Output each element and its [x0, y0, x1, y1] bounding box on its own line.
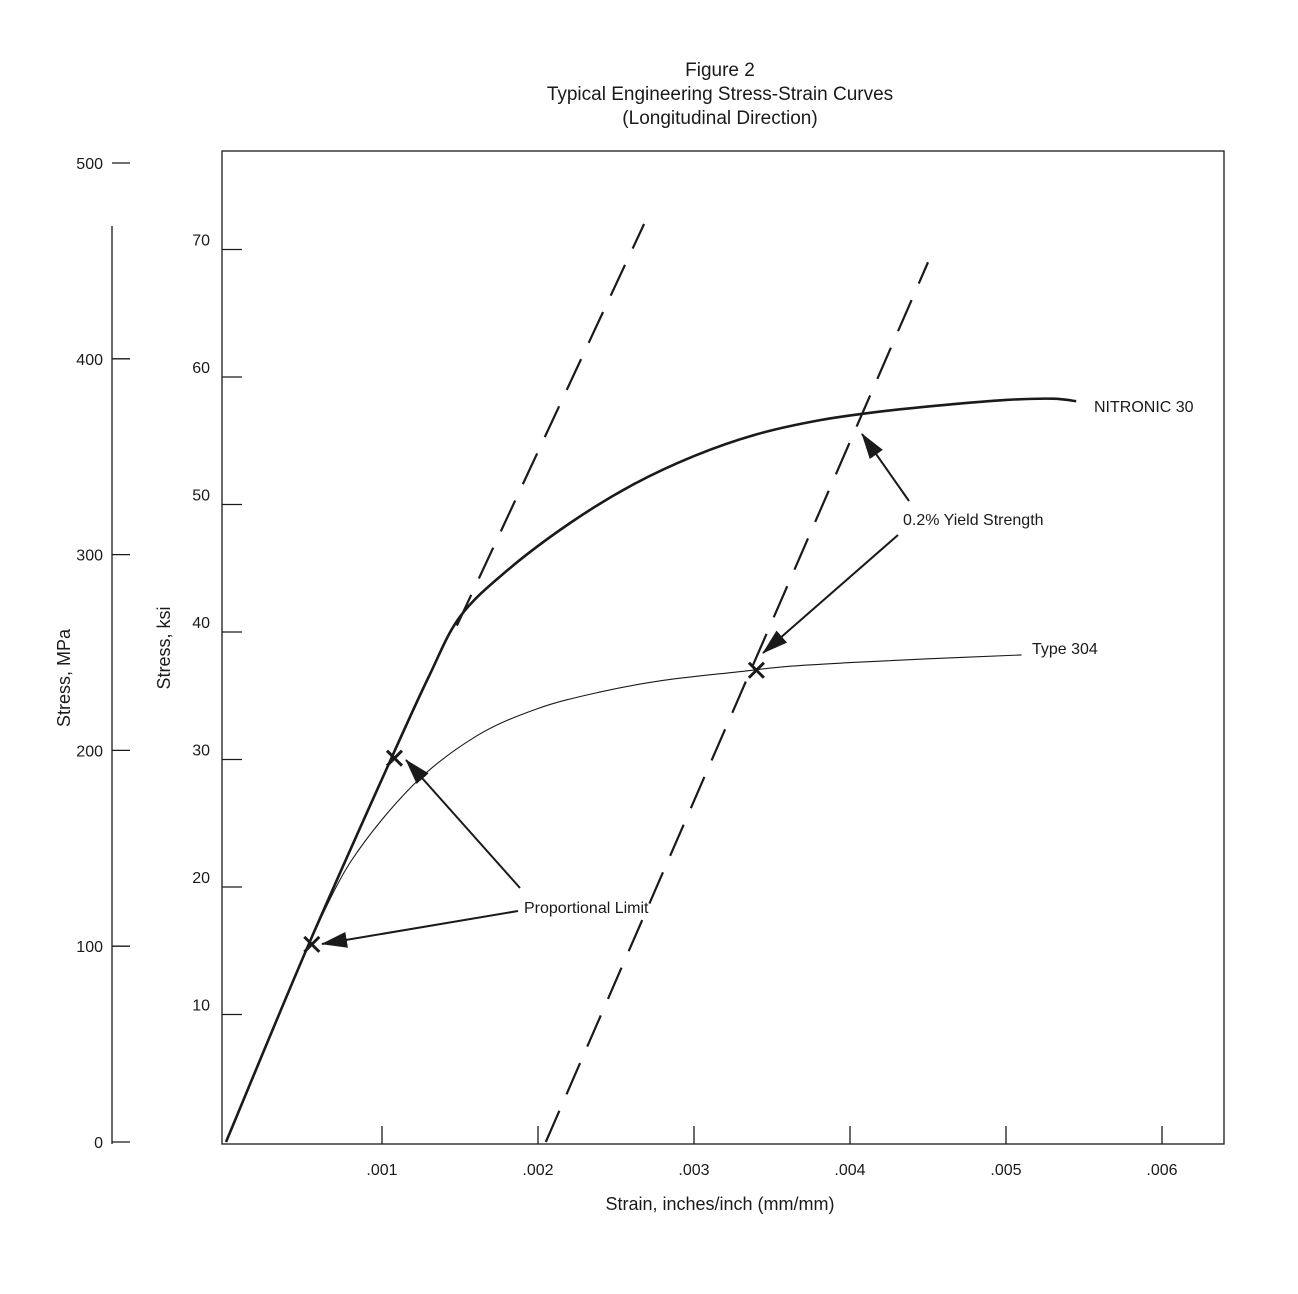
x-tick-label: .003 [678, 1162, 709, 1179]
y-tick-label: 60 [192, 360, 210, 377]
y2-axis-label: Stress, MPa [54, 628, 74, 727]
x-tick-label: .005 [990, 1162, 1021, 1179]
proportional-limit-marker [385, 749, 404, 767]
x-tick-label: .006 [1146, 1162, 1177, 1179]
type-304-label: Type 304 [1032, 641, 1098, 658]
ksi-axis-ticks: 10 20 30 40 50 60 70 [192, 233, 242, 1016]
y-tick-label: 20 [192, 870, 210, 887]
x-axis-label: Strain, inches/inch (mm/mm) [605, 1194, 834, 1214]
proportional-arrow-type304 [321, 910, 519, 948]
y2-tick-label: 500 [76, 156, 103, 173]
y2-tick-label: 0 [94, 1135, 103, 1152]
strain-axis-ticks: .001 .002 .003 .004 .005 .006 [366, 1126, 1178, 1179]
proportional-limit-label: Proportional Limit [524, 900, 649, 917]
mpa-axis-ticks: 0 100 200 300 400 500 [76, 156, 130, 1152]
y-axis-label: Stress, ksi [154, 606, 174, 689]
x-tick-label: .002 [522, 1162, 553, 1179]
yield-arrow-type304 [762, 534, 899, 654]
y2-tick-label: 200 [76, 743, 103, 760]
figure-number: Figure 2 [685, 60, 755, 81]
yield-arrow-nitronic [861, 433, 910, 502]
plot-frame [221, 150, 1225, 1145]
y-tick-label: 50 [192, 488, 210, 505]
y-tick-label: 30 [192, 743, 210, 760]
marker-layer [303, 661, 765, 953]
proportional-limit-marker [303, 935, 321, 953]
series-line-nitronic-30 [224, 397, 1077, 1143]
y-tick-label: 40 [192, 615, 210, 632]
y2-tick-label: 400 [76, 352, 103, 369]
x-tick-label: .001 [366, 1162, 397, 1179]
series-layer [224, 223, 1077, 1143]
nitronic-30-label: NITRONIC 30 [1094, 399, 1194, 416]
y2-tick-label: 300 [76, 548, 103, 565]
series-line-type-304 [308, 654, 1022, 945]
proportional-arrow-nitronic [405, 759, 521, 889]
offset-line-3 [544, 261, 930, 1143]
yield-strength-label: 0.2% Yield Strength [903, 512, 1044, 529]
y-tick-label: 10 [192, 998, 210, 1015]
chart-subtitle: (Longitudinal Direction) [622, 108, 818, 129]
y2-tick-label: 100 [76, 939, 103, 956]
yield-strength-marker [747, 661, 765, 679]
chart-title: Typical Engineering Stress-Strain Curves [546, 84, 894, 105]
y-tick-label: 70 [192, 233, 210, 250]
offset-line-2 [455, 223, 646, 627]
x-tick-label: .004 [834, 1162, 865, 1179]
